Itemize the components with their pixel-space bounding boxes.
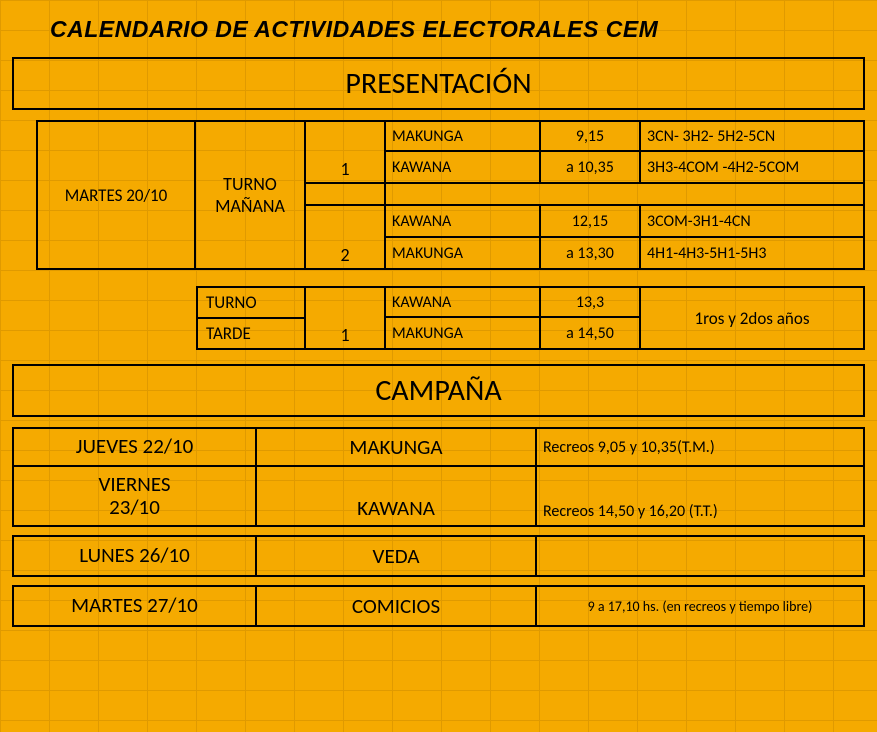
party-cell: MAKUNGA <box>386 238 541 270</box>
info-cell: 3CN- 3H2- 5H2-5CN <box>641 120 865 152</box>
time-cell: 13,3 <box>541 286 641 318</box>
block-1: 1 MAKUNGA 9,15 3CN- 3H2- 5H2-5CN KAWANA … <box>306 120 865 184</box>
table-row: MAKUNGA a 13,30 4H1-4H3-5H1-5H3 <box>386 238 865 270</box>
time-cell: a 10,35 <box>541 152 641 184</box>
time-cell: a 14,50 <box>541 318 641 350</box>
party-cell: KAWANA <box>386 152 541 184</box>
block-num: 1 <box>306 120 386 184</box>
day-cell: JUEVES 22/10 <box>12 427 257 467</box>
party-cell: MAKUNGA <box>257 427 537 467</box>
day-line-2: 23/10 <box>109 496 160 519</box>
day-cell: MARTES 20/10 <box>36 120 196 270</box>
table-row: VIERNES 23/10 KAWANA Recreos 14,50 y 16,… <box>12 467 865 527</box>
block-2-rows: KAWANA 12,15 3COM-3H1-4CN MAKUNGA a 13,3… <box>386 206 865 270</box>
table-row: MAKUNGA a 14,50 <box>386 318 641 350</box>
note-cell: Recreos 9,05 y 10,35(T.M.) <box>537 427 865 467</box>
campana-rows: JUEVES 22/10 MAKUNGA Recreos 9,05 y 10,3… <box>12 427 865 527</box>
turno-tarde-labels: TURNO TARDE <box>196 286 306 350</box>
turno-label-2: MAÑANA <box>215 195 285 217</box>
day-cell: LUNES 26/10 <box>12 535 257 577</box>
turno-tarde-2: TARDE <box>196 319 306 350</box>
spreadsheet-canvas: CALENDARIO DE ACTIVIDADES ELECTORALES CE… <box>0 0 877 732</box>
spacer <box>386 184 865 206</box>
activity-cell: COMICIOS <box>257 585 537 627</box>
presentacion-manana-block: MARTES 20/10 TURNO MAÑANA 1 MAKUNGA 9,15… <box>36 120 865 270</box>
info-cell: 3COM-3H1-4CN <box>641 206 865 238</box>
party-cell: MAKUNGA <box>386 318 541 350</box>
section-header-campana: CAMPAÑA <box>12 364 865 417</box>
time-cell: a 13,30 <box>541 238 641 270</box>
spacer <box>306 184 386 206</box>
info-cell: 1ros y 2dos años <box>641 286 865 350</box>
veda-row: LUNES 26/10 VEDA <box>12 535 865 577</box>
day-cell: MARTES 27/10 <box>12 585 257 627</box>
party-cell: KAWANA <box>386 286 541 318</box>
tarde-rows: KAWANA 13,3 MAKUNGA a 14,50 <box>386 286 641 350</box>
table-row: KAWANA 12,15 3COM-3H1-4CN <box>386 206 865 238</box>
info-cell: 4H1-4H3-5H1-5H3 <box>641 238 865 270</box>
note-cell: 9 a 17,10 hs. (en recreos y tiempo libre… <box>537 585 865 627</box>
turno-col: TURNO MAÑANA <box>196 120 306 270</box>
table-row: KAWANA 13,3 <box>386 286 641 318</box>
turno-tarde-1: TURNO <box>196 286 306 319</box>
day-line-1: VIERNES <box>98 473 170 496</box>
table-row: KAWANA a 10,35 3H3-4COM -4H2-5COM <box>386 152 865 184</box>
turno-label-1: TURNO <box>215 173 285 195</box>
block-1-rows: MAKUNGA 9,15 3CN- 3H2- 5H2-5CN KAWANA a … <box>386 120 865 184</box>
spacer-row <box>306 184 865 206</box>
table-row: MAKUNGA 9,15 3CN- 3H2- 5H2-5CN <box>386 120 865 152</box>
manana-blocks: 1 MAKUNGA 9,15 3CN- 3H2- 5H2-5CN KAWANA … <box>306 120 865 270</box>
party-cell: MAKUNGA <box>386 120 541 152</box>
block-num: 2 <box>306 206 386 270</box>
block-2: 2 KAWANA 12,15 3COM-3H1-4CN MAKUNGA a 13… <box>306 206 865 270</box>
note-cell <box>537 535 865 577</box>
section-header-presentacion: PRESENTACIÓN <box>12 57 865 110</box>
party-cell: KAWANA <box>257 467 537 527</box>
comicios-row: MARTES 27/10 COMICIOS 9 a 17,10 hs. (en … <box>12 585 865 627</box>
block-num: 1 <box>306 286 386 350</box>
note-cell: Recreos 14,50 y 16,20 (T.T.) <box>537 467 865 527</box>
time-cell: 9,15 <box>541 120 641 152</box>
activity-cell: VEDA <box>257 535 537 577</box>
day-cell: VIERNES 23/10 <box>12 467 257 527</box>
page-title: CALENDARIO DE ACTIVIDADES ELECTORALES CE… <box>6 10 871 51</box>
party-cell: KAWANA <box>386 206 541 238</box>
time-cell: 12,15 <box>541 206 641 238</box>
table-row: JUEVES 22/10 MAKUNGA Recreos 9,05 y 10,3… <box>12 427 865 467</box>
presentacion-tarde-block: TURNO TARDE 1 KAWANA 13,3 MAKUNGA a 14,5… <box>196 286 865 350</box>
turno-manana-cell: TURNO MAÑANA <box>196 120 306 270</box>
info-cell: 3H3-4COM -4H2-5COM <box>641 152 865 184</box>
